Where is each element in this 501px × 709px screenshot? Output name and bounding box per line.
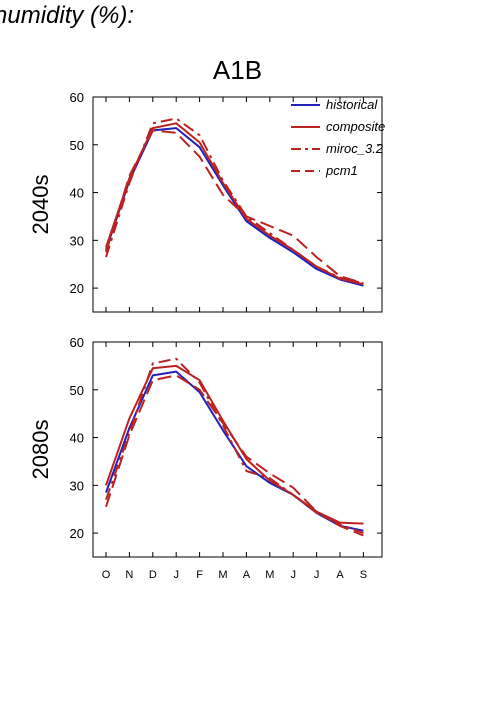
series-line-miroc-3-2 [105, 117, 364, 285]
x-tick-label: A [336, 569, 344, 581]
x-tick-label: A [243, 569, 251, 581]
x-tick-label: J [290, 569, 296, 581]
series-line-composite [105, 364, 364, 525]
page-title: humidity (%): [0, 2, 135, 29]
y-tick-label: 60 [70, 335, 84, 350]
y-tick-label: 30 [70, 233, 84, 248]
x-tick-label: O [102, 569, 111, 581]
x-tick-label: D [149, 569, 157, 581]
y-tick-label: 50 [70, 383, 84, 398]
x-tick-label: S [360, 569, 367, 581]
legend-label: historical [326, 97, 378, 112]
series-line-pcm1 [105, 129, 364, 285]
y-tick-label: 40 [70, 431, 84, 446]
y-tick-label: 20 [70, 281, 84, 296]
plot-frame [92, 341, 383, 558]
y-tick-label: 20 [70, 526, 84, 541]
x-tick-label: J [173, 569, 179, 581]
plot-frame [92, 96, 383, 313]
x-tick-label: M [265, 569, 274, 581]
x-tick-label: N [125, 569, 133, 581]
legend-label: composite [326, 119, 385, 134]
scenario-title: A1B [212, 55, 263, 85]
series-line-historical [105, 370, 364, 532]
row-label: 2080s [28, 420, 53, 480]
y-tick-label: 40 [70, 186, 84, 201]
legend-label: miroc_3.2 [326, 141, 384, 156]
x-tick-label: J [314, 569, 320, 581]
series-line-pcm1 [105, 374, 364, 537]
y-tick-label: 50 [70, 138, 84, 153]
x-tick-label: F [196, 569, 203, 581]
y-tick-label: 60 [70, 90, 84, 105]
series-line-miroc-3-2 [105, 357, 364, 535]
row-label: 2040s [28, 175, 53, 235]
y-tick-label: 30 [70, 478, 84, 493]
legend-label: pcm1 [325, 163, 358, 178]
x-tick-label: M [218, 569, 227, 581]
